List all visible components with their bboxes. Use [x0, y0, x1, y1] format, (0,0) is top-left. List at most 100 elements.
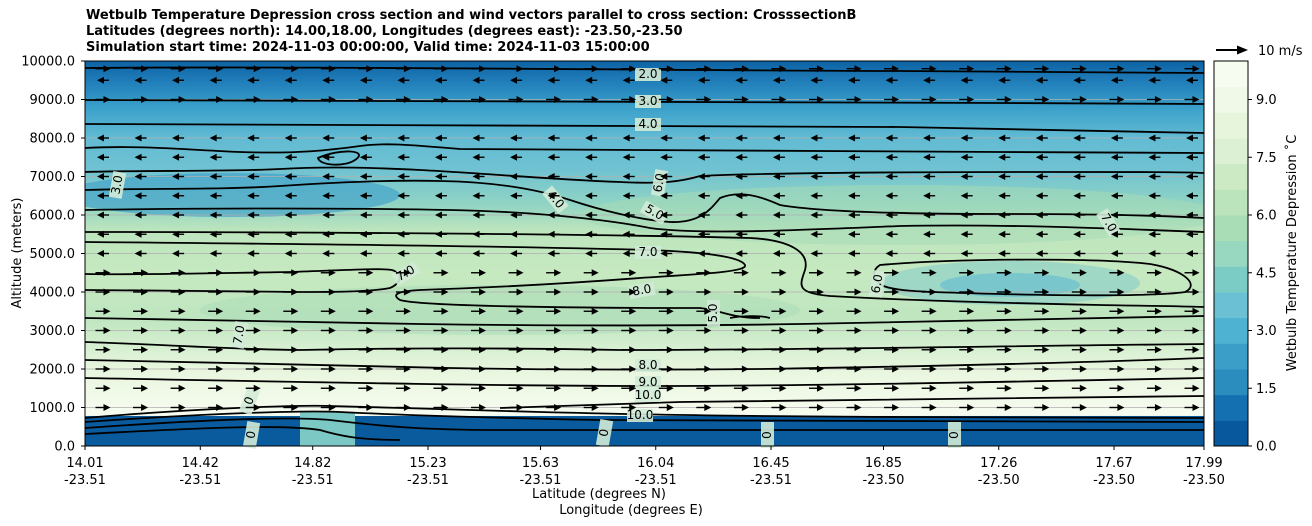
wind-vector-head	[585, 192, 593, 200]
wind-vector-head	[772, 192, 780, 200]
wind-vector-head	[216, 288, 224, 296]
wind-vector-head	[967, 96, 975, 103]
wind-vector-head	[704, 327, 712, 334]
wind-vector-head	[216, 307, 224, 315]
wind-vector-head	[284, 211, 292, 219]
wind-vector-head	[253, 365, 261, 373]
wind-vector-head	[247, 192, 255, 200]
wind-vector-head	[810, 192, 818, 200]
wind-vector-head	[1148, 76, 1156, 84]
wind-vector-head	[441, 365, 449, 373]
wind-vector-head	[134, 192, 142, 200]
wind-vector-head	[585, 153, 593, 161]
wind-vector-head	[697, 173, 705, 180]
wind-vector-head	[779, 96, 787, 103]
contour-label: 10.0	[627, 408, 654, 422]
wind-vector-head	[554, 307, 562, 315]
wind-vector-head	[960, 211, 968, 219]
wind-vector-head	[134, 250, 142, 257]
wind-vector-head	[322, 211, 330, 219]
wind-vector-head	[547, 173, 555, 180]
contour-line	[85, 143, 1204, 154]
quiver-key-label: 10 m/s	[1258, 44, 1303, 59]
wind-vector-head	[397, 192, 405, 200]
contour-label-bg	[868, 269, 887, 298]
contour-label: 10.0	[635, 388, 662, 402]
wind-vector-head	[1079, 269, 1087, 277]
wind-vector-head	[660, 76, 668, 84]
wind-vector-head	[1154, 65, 1162, 73]
wind-vector-head	[1186, 153, 1193, 161]
wind-vector-head	[854, 65, 862, 73]
wind-vector-head	[885, 192, 893, 200]
wind-vector-head	[472, 211, 480, 219]
wind-vector-head	[697, 153, 705, 161]
wind-vector-head	[923, 211, 931, 219]
wind-vector-head	[660, 230, 668, 238]
wind-vector-head	[772, 211, 780, 219]
wind-vector-head	[516, 288, 524, 296]
wind-vector-head	[359, 134, 367, 142]
contour-label: 8.0	[638, 358, 657, 372]
wind-vector-head	[479, 307, 487, 315]
wind-vector-head	[885, 250, 893, 257]
wind-vector-head	[403, 384, 411, 392]
wind-vector-head	[1035, 192, 1043, 200]
wind-vector-head	[735, 153, 743, 161]
wind-vector-head	[178, 269, 186, 277]
wind-vector-head	[697, 230, 705, 238]
x-tick-label-lat: 17.99	[1185, 456, 1222, 471]
wind-vector-head	[366, 96, 374, 103]
wind-vector-head	[585, 173, 593, 180]
wind-vector-head	[253, 307, 261, 315]
x-tick-label-lon: -23.51	[635, 473, 677, 488]
wind-vector-head	[141, 65, 149, 73]
contour-label-bg	[635, 246, 661, 259]
wind-vector-head	[1186, 230, 1193, 238]
wind-vector-head	[216, 269, 224, 277]
wind-vector-head	[253, 269, 261, 277]
wind-vector-head	[1154, 288, 1162, 296]
wind-vector-head	[172, 211, 180, 219]
wind-vector-head	[741, 346, 749, 354]
wind-vector-head	[284, 134, 292, 142]
wind-vector-head	[1042, 346, 1050, 354]
wind-vector-head	[779, 269, 787, 277]
wind-vector-head	[209, 134, 217, 142]
wind-vector-head	[666, 96, 674, 103]
colorbar-tick-label: 1.5	[1256, 382, 1277, 397]
wind-vector-head	[1117, 404, 1125, 411]
x-axis-label-lon: Longitude (degrees E)	[559, 503, 703, 518]
colorbar-tick-label: 6.0	[1256, 209, 1277, 224]
wind-vector-head	[892, 307, 900, 315]
wind-vector-head	[209, 211, 217, 219]
contour-line	[729, 315, 771, 319]
wind-vector-head	[472, 230, 480, 238]
wind-vector-head	[134, 153, 142, 161]
wind-vector-head	[141, 96, 149, 103]
wind-vector-head	[97, 230, 104, 238]
y-tick-label: 6000.0	[30, 209, 76, 224]
wind-vector-head	[510, 192, 518, 200]
wind-vector-head	[967, 65, 975, 73]
wind-vector-head	[967, 346, 975, 354]
wind-vector-head	[1035, 250, 1043, 257]
wind-vector-head	[923, 192, 931, 200]
contour-label-bg	[627, 281, 656, 300]
wind-vector-head	[622, 211, 630, 219]
wind-vector-head	[1004, 384, 1012, 392]
wind-vector-head	[253, 65, 261, 73]
wind-vector-head	[366, 404, 374, 411]
x-tick-label-lon: -23.50	[1183, 473, 1225, 488]
y-axis-label: Altitude (meters)	[10, 198, 25, 309]
wind-vector-head	[322, 173, 330, 180]
wind-vector-head	[141, 365, 149, 373]
contour-label-bg	[595, 418, 614, 447]
wind-vector-head	[510, 76, 518, 84]
wind-vector-head	[622, 153, 630, 161]
wind-vector-head	[848, 76, 856, 84]
wind-vector-head	[441, 96, 449, 103]
colorbar-segment	[1214, 61, 1248, 88]
wind-vector-head	[779, 307, 787, 315]
wind-vector-head	[103, 327, 111, 334]
